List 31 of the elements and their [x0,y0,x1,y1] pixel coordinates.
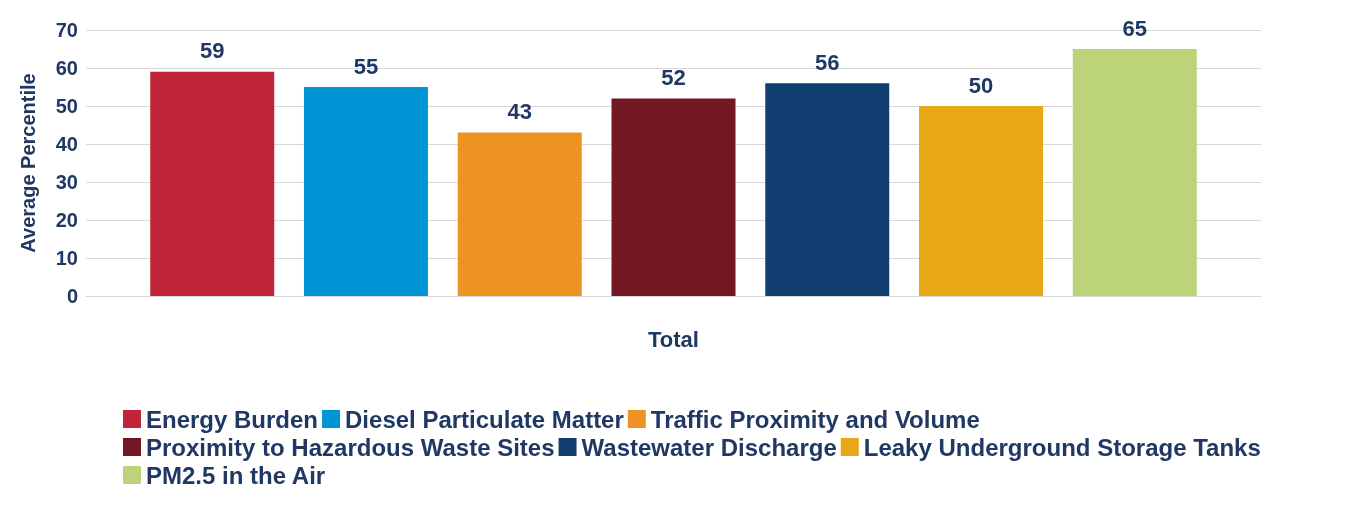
data-label: 56 [815,49,840,75]
y-tick-label: 50 [55,95,78,117]
data-label: 55 [353,53,379,79]
y-tick-label: 20 [55,209,78,231]
y-tick-label: 0 [66,285,78,307]
legend-label: Diesel Particulate Matter [345,405,624,433]
data-label: 52 [661,64,686,90]
bar [150,71,275,296]
bar [457,132,582,296]
y-tick-label: 40 [55,133,78,155]
legend-label: Proximity to Hazardous Waste Sites [146,433,555,461]
legend-label: Energy Burden [146,405,319,433]
bar [611,98,736,296]
bar [765,83,890,296]
legend-label: PM2.5 in the Air [146,461,326,489]
y-tick-label: 10 [55,247,78,269]
bar [1072,49,1197,296]
data-label: 59 [199,38,225,64]
y-tick-label: 70 [55,19,78,41]
legend-label: Traffic Proximity and Volume [650,405,980,433]
bar [919,106,1044,296]
legend-label: Wastewater Discharge [581,433,837,461]
bar [303,87,428,296]
y-tick-label: 60 [55,57,78,79]
y-tick-label: 30 [55,171,78,193]
legend-label: Leaky Underground Storage Tanks [863,433,1261,461]
data-label: 65 [1122,15,1148,41]
data-label: 43 [507,99,532,125]
data-label: 50 [968,72,994,98]
y-axis-title: Average Percentile [17,73,39,253]
x-tick-label: Total [648,326,699,352]
